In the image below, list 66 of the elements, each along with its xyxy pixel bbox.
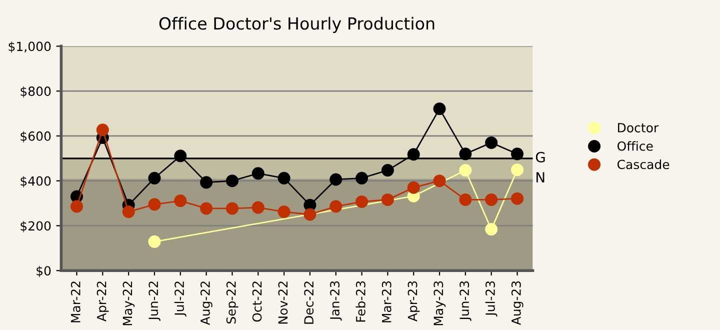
- point: [407, 181, 420, 194]
- x-tick-label: Feb-23: [356, 281, 366, 322]
- point: [381, 193, 394, 206]
- x-tick-label: Mar-22: [70, 282, 80, 322]
- point: [433, 102, 446, 116]
- x-tick-label: Jun-23: [460, 281, 472, 321]
- point: [511, 148, 524, 160]
- ref-line-label: G: [536, 152, 545, 162]
- x-tick-label: Sep-22: [226, 282, 238, 324]
- point: [381, 164, 394, 177]
- point: [174, 150, 187, 162]
- point: [485, 223, 498, 236]
- y-tick-label: $200: [20, 220, 51, 232]
- point: [485, 193, 498, 206]
- point: [226, 202, 238, 215]
- point: [459, 193, 472, 206]
- x-tick-label: May-22: [122, 282, 135, 326]
- point: [459, 164, 472, 177]
- point: [330, 173, 342, 186]
- x-tick-label: Nov-22: [278, 282, 288, 324]
- x-tick-label: Jun-22: [148, 282, 160, 321]
- point: [252, 167, 264, 180]
- y-tick-label: $1,000: [8, 41, 51, 53]
- x-tick-label: Apr-23: [408, 281, 420, 322]
- x-tick-label: May-23: [434, 281, 446, 326]
- x-tick-label: Oct-22: [252, 282, 262, 322]
- point: [485, 136, 498, 149]
- point: [148, 172, 161, 184]
- point: [511, 192, 524, 205]
- point: [148, 235, 161, 248]
- x-tick-label: Aug-22: [200, 282, 212, 326]
- point: [174, 194, 187, 208]
- point: [304, 208, 316, 221]
- x-tick-label: Aug-23: [511, 281, 524, 326]
- legend-label: Office: [617, 141, 653, 151]
- y-tick-label: $400: [20, 176, 51, 188]
- point: [148, 198, 161, 211]
- point: [122, 206, 135, 218]
- x-tick-label: Dec-22: [304, 282, 314, 324]
- x-tick-label: Jul-23: [485, 281, 498, 316]
- point: [278, 206, 290, 218]
- point: [356, 172, 368, 184]
- y-tick-label: $0: [36, 266, 51, 278]
- y-tick-label: $600: [20, 131, 51, 143]
- point: [433, 174, 446, 188]
- point: [278, 172, 290, 184]
- x-tick-label: Jul-22: [174, 282, 186, 316]
- chart-title: Office Doctor's Hourly Production: [159, 16, 434, 33]
- point: [200, 202, 213, 215]
- point: [407, 148, 420, 161]
- y-tick-label: $800: [20, 86, 51, 98]
- legend-label: Doctor: [618, 123, 659, 132]
- point: [70, 200, 83, 213]
- point: [252, 201, 264, 214]
- legend-label: Cascade: [617, 159, 670, 170]
- x-tick-label: Jan-23: [330, 281, 342, 321]
- point: [330, 200, 342, 213]
- x-tick-label: Apr-22: [96, 282, 109, 322]
- band-label: N: [536, 172, 544, 182]
- point: [96, 124, 109, 136]
- point: [356, 195, 368, 208]
- point: [459, 148, 472, 160]
- point: [200, 176, 213, 189]
- point: [511, 164, 524, 176]
- x-tick-label: Mar-23: [382, 281, 392, 322]
- point: [226, 174, 238, 188]
